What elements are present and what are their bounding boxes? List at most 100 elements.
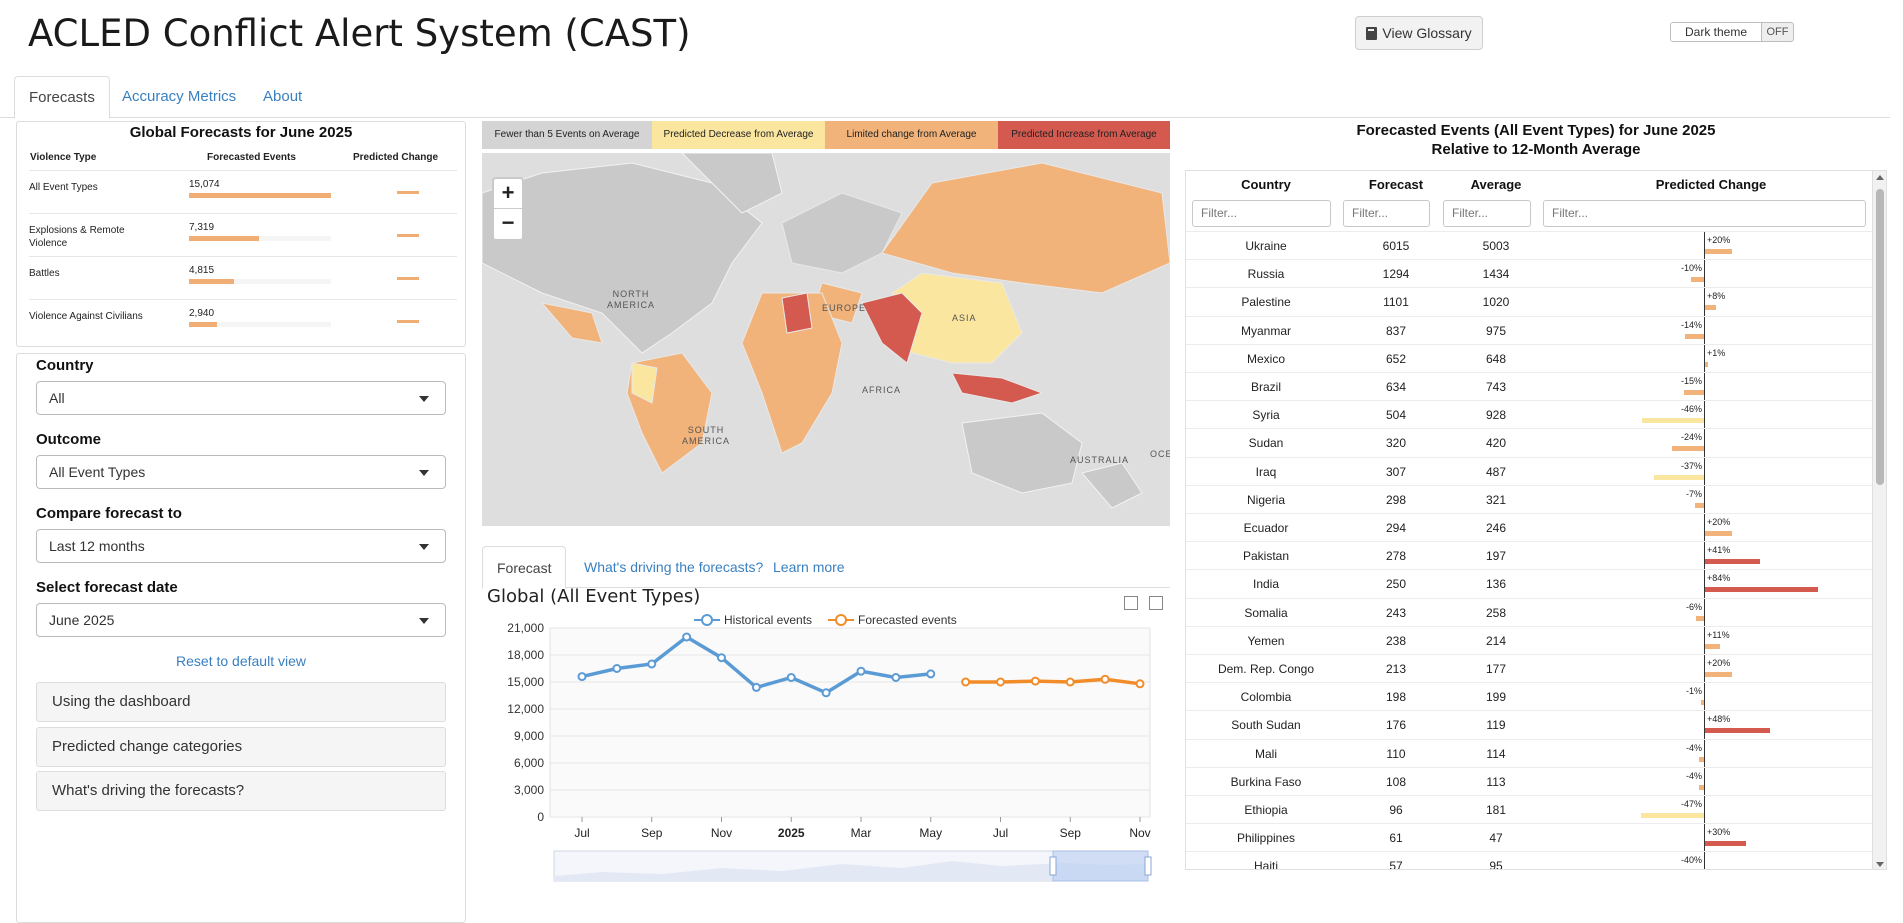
data-point[interactable] [786, 673, 796, 682]
data-point[interactable] [717, 653, 726, 663]
data-point[interactable] [1065, 677, 1075, 687]
cell-country: Brazil [1250, 380, 1281, 394]
table-row[interactable]: South Sudan 176 119 +48% [1186, 710, 1872, 740]
data-point[interactable] [856, 666, 866, 676]
table-row[interactable]: Ecuador 294 246 +20% [1186, 513, 1872, 542]
data-point[interactable] [612, 664, 622, 673]
zoom-in-button[interactable]: + [494, 179, 522, 209]
zoom-out-button[interactable]: − [501, 210, 515, 235]
world-choropleth-map[interactable]: + − NORTH AMERICA EUROPE ASIA AFRICA SOU… [482, 153, 1170, 526]
table-scrollbar[interactable] [1872, 171, 1886, 869]
dark-theme-state: OFF [1761, 23, 1793, 41]
cell-forecast: 213 [1385, 662, 1407, 676]
col-header-average[interactable]: Average [1470, 177, 1522, 192]
plot-area [549, 627, 1151, 818]
zoom-select-icon[interactable] [1124, 596, 1138, 610]
filter-forecast-input[interactable]: Filter... [1343, 200, 1430, 227]
table-row[interactable]: India 250 136 +84% [1186, 569, 1872, 599]
data-zoom-handle-right[interactable] [1144, 856, 1152, 876]
table-row[interactable]: Haiti 57 95 -40% [1186, 851, 1872, 869]
table-row[interactable]: Nigeria 298 321 -7% [1186, 484, 1872, 514]
data-point[interactable] [647, 659, 657, 669]
table-row[interactable]: Ukraine 6015 5003 +20% [1186, 231, 1872, 260]
cell-average: 197 [1485, 549, 1507, 564]
table-row[interactable]: Myanmar 837 975 -14% [1186, 315, 1872, 345]
table-row[interactable]: Mexico 652 648 +1% [1186, 343, 1872, 373]
forecast-table: Country Forecast Average Predicted Chang… [1185, 170, 1887, 870]
table-row[interactable]: Ethiopia 96 181 -47% [1186, 795, 1872, 824]
country-select[interactable]: All [36, 381, 446, 415]
table-row[interactable]: Somalia 243 258 -6% [1186, 597, 1872, 627]
cell-forecast: 837 [1385, 323, 1407, 338]
subtab-learn-more[interactable]: Learn more [773, 559, 845, 575]
col-header-predicted-change[interactable]: Predicted Change [1655, 177, 1767, 192]
table-row[interactable]: Dem. Rep. Congo 213 177 +20% [1186, 654, 1872, 683]
table-row[interactable]: Iraq 307 487 -37% [1186, 456, 1872, 486]
col-header-country[interactable]: Country [1241, 177, 1291, 192]
subtab-forecast[interactable]: Forecast [482, 546, 567, 589]
legend-marker[interactable] [701, 614, 713, 626]
data-point[interactable] [682, 632, 692, 642]
table-row[interactable]: Brazil 634 743 -15% [1186, 372, 1872, 401]
accordion-change-categories[interactable]: Predicted change categories [36, 727, 446, 767]
accordion-using-dashboard[interactable]: Using the dashboard [36, 682, 446, 722]
scroll-down-icon[interactable] [1876, 862, 1884, 867]
compare-select[interactable]: Last 12 months [36, 529, 446, 563]
summary-value: 4,815 [189, 265, 215, 276]
table-row[interactable]: Russia 1294 1434 -10% [1186, 259, 1872, 289]
table-row[interactable]: Pakistan 278 197 +41% [1186, 541, 1872, 571]
tab-forecasts[interactable]: Forecasts [14, 76, 110, 119]
change-bar [1701, 700, 1704, 706]
data-zoom-window[interactable] [1052, 850, 1149, 882]
data-point[interactable] [1030, 676, 1040, 686]
table-row[interactable]: Palestine 1101 1020 +8% [1186, 287, 1872, 317]
dark-theme-toggle[interactable]: Dark theme OFF [1670, 22, 1794, 42]
data-point[interactable] [1135, 679, 1145, 689]
change-label: +1% [1707, 347, 1726, 358]
scroll-thumb[interactable] [1876, 189, 1884, 485]
table-title-line2: Relative to 12-Month Average [1431, 141, 1641, 158]
reset-default-view-link[interactable]: Reset to default view [176, 653, 306, 669]
x-tick-label: Mar [851, 826, 872, 840]
legend-marker[interactable] [835, 614, 847, 626]
accordion-forecast-drivers[interactable]: What's driving the forecasts? [36, 771, 446, 811]
view-glossary-button[interactable]: View Glossary [1355, 16, 1483, 50]
table-row[interactable]: Yemen 238 214 +11% [1186, 625, 1872, 655]
data-point[interactable] [577, 672, 587, 682]
data-point[interactable] [996, 677, 1005, 687]
change-bar [1698, 756, 1704, 762]
scroll-up-icon[interactable] [1876, 175, 1884, 180]
legend-label[interactable]: Forecasted events [858, 613, 957, 627]
cell-forecast: 298 [1385, 492, 1407, 507]
summary-change-mark [397, 234, 419, 237]
data-point[interactable] [1100, 674, 1110, 684]
table-row[interactable]: Burkina Faso 108 113 -4% [1186, 766, 1872, 796]
legend-label[interactable]: Historical events [724, 613, 812, 627]
change-bar [1695, 615, 1704, 621]
tab-accuracy-metrics[interactable]: Accuracy Metrics [122, 88, 237, 105]
table-row[interactable]: Syria 504 928 -46% [1186, 400, 1872, 430]
tab-about[interactable]: About [263, 88, 303, 105]
col-header-forecast[interactable]: Forecast [1368, 177, 1424, 192]
zoom-reset-icon[interactable] [1149, 596, 1163, 610]
filter-change-input[interactable]: Filter... [1543, 200, 1866, 227]
cell-country: Mali [1254, 746, 1277, 761]
data-point[interactable] [891, 673, 901, 682]
table-row[interactable]: Colombia 198 199 -1% [1186, 682, 1872, 712]
data-point[interactable] [926, 669, 936, 679]
summary-type: Explosions & Remote Violence [29, 225, 125, 249]
data-point[interactable] [751, 682, 761, 692]
table-row[interactable]: Philippines 61 47 +30% [1186, 823, 1872, 853]
data-zoom-handle-left[interactable] [1049, 856, 1057, 876]
table-row[interactable]: Mali 110 114 -4% [1186, 738, 1872, 768]
data-point[interactable] [821, 688, 831, 698]
forecast-date-select[interactable]: June 2025 [36, 603, 446, 637]
map-label-africa: AFRICA [862, 385, 902, 395]
outcome-select[interactable]: All Event Types [36, 455, 446, 489]
data-point[interactable] [961, 677, 971, 687]
filter-country-input[interactable]: Filter... [1192, 200, 1331, 227]
table-row[interactable]: Sudan 320 420 -24% [1186, 428, 1872, 458]
cell-forecast: 320 [1385, 436, 1407, 451]
filter-average-input[interactable]: Filter... [1443, 200, 1531, 227]
subtab-drivers[interactable]: What's driving the forecasts? [584, 559, 764, 575]
